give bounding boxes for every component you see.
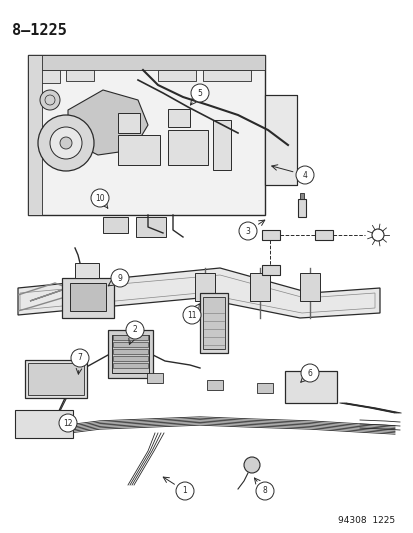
- Bar: [264, 95, 296, 185]
- Bar: [249, 273, 269, 301]
- Text: 5: 5: [197, 88, 202, 98]
- Bar: [212, 120, 230, 170]
- Bar: [113, 356, 147, 361]
- Text: 8–1225: 8–1225: [12, 23, 66, 38]
- Bar: [30, 70, 60, 83]
- Bar: [118, 113, 140, 133]
- Bar: [284, 371, 336, 403]
- Bar: [261, 230, 279, 240]
- Bar: [103, 217, 128, 233]
- Bar: [15, 410, 73, 438]
- Bar: [28, 55, 42, 215]
- Circle shape: [238, 222, 256, 240]
- Bar: [70, 283, 106, 311]
- Circle shape: [71, 349, 89, 367]
- Polygon shape: [68, 90, 147, 155]
- Polygon shape: [18, 268, 379, 318]
- Bar: [202, 70, 250, 81]
- Circle shape: [60, 137, 72, 149]
- Bar: [147, 373, 163, 383]
- Bar: [168, 130, 207, 165]
- Circle shape: [183, 306, 201, 324]
- Circle shape: [50, 127, 82, 159]
- Text: 10: 10: [95, 193, 104, 203]
- Bar: [113, 349, 147, 354]
- Bar: [264, 95, 296, 185]
- Bar: [28, 55, 264, 215]
- Circle shape: [190, 84, 209, 102]
- Text: 1: 1: [182, 487, 187, 496]
- Bar: [256, 383, 272, 393]
- Bar: [136, 217, 166, 237]
- Bar: [299, 273, 319, 301]
- Circle shape: [255, 482, 273, 500]
- Bar: [62, 278, 114, 318]
- Bar: [168, 109, 190, 127]
- Bar: [28, 363, 84, 395]
- Circle shape: [111, 269, 129, 287]
- Circle shape: [59, 414, 77, 432]
- Circle shape: [243, 457, 259, 473]
- Bar: [66, 70, 94, 81]
- Text: 11: 11: [187, 311, 196, 319]
- Circle shape: [295, 166, 313, 184]
- Text: 12: 12: [63, 418, 73, 427]
- Bar: [297, 199, 305, 217]
- Bar: [202, 297, 224, 349]
- Bar: [113, 335, 147, 340]
- Bar: [195, 273, 214, 301]
- Bar: [199, 293, 228, 353]
- Text: 2: 2: [132, 326, 137, 335]
- Bar: [158, 70, 195, 81]
- Bar: [206, 380, 223, 390]
- Text: 4: 4: [302, 171, 307, 180]
- Text: 7: 7: [77, 353, 82, 362]
- Circle shape: [40, 90, 60, 110]
- Circle shape: [176, 482, 194, 500]
- Bar: [28, 55, 264, 70]
- Circle shape: [38, 115, 94, 171]
- Bar: [112, 335, 149, 373]
- Text: 3: 3: [245, 227, 250, 236]
- Bar: [108, 330, 153, 378]
- Bar: [113, 363, 147, 368]
- Bar: [25, 360, 87, 398]
- Bar: [113, 342, 147, 347]
- Bar: [75, 263, 99, 278]
- Bar: [261, 265, 279, 275]
- Circle shape: [91, 189, 109, 207]
- Text: 8: 8: [262, 487, 267, 496]
- Circle shape: [126, 321, 144, 339]
- Bar: [299, 193, 303, 199]
- Bar: [118, 135, 159, 165]
- Bar: [314, 230, 332, 240]
- Circle shape: [300, 364, 318, 382]
- Text: 6: 6: [307, 368, 312, 377]
- Text: 9: 9: [117, 273, 122, 282]
- Text: 94308  1225: 94308 1225: [337, 516, 394, 525]
